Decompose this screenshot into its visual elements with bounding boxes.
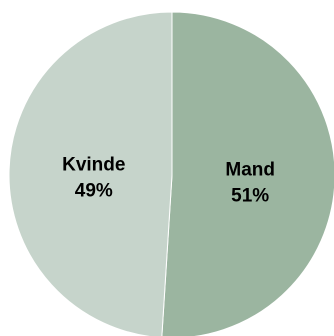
slice-value-label-mand: 51% — [231, 185, 269, 206]
pie-slice-kvinde — [8, 11, 173, 336]
slice-label-kvinde: Kvinde — [62, 155, 125, 176]
slice-value-label-kvinde: 49% — [75, 181, 113, 202]
pie-slice-mand — [161, 11, 334, 336]
slice-label-mand: Mand — [225, 159, 275, 180]
